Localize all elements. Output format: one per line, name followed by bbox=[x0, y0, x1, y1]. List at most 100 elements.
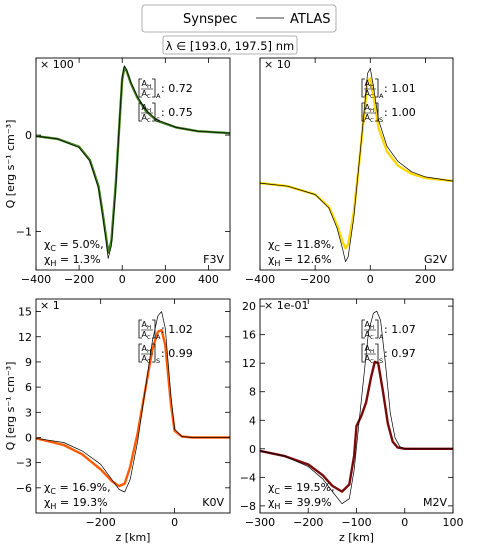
svg-text:A: A bbox=[142, 344, 148, 353]
svg-text:S: S bbox=[379, 116, 383, 124]
x-tick-label: −200 bbox=[300, 273, 330, 286]
svg-text:: 1.07: : 1.07 bbox=[384, 323, 416, 336]
svg-text:A: A bbox=[156, 333, 161, 341]
y-tick-label: 20 bbox=[242, 300, 256, 313]
plot-area bbox=[260, 299, 453, 513]
series-atlas-line bbox=[36, 65, 230, 259]
svg-text:: 1.02: : 1.02 bbox=[161, 323, 193, 336]
svg-text:: 1.01: : 1.01 bbox=[384, 82, 416, 95]
star-type-label: G2V bbox=[424, 253, 448, 266]
y-tick-label: −1 bbox=[16, 225, 32, 238]
x-axis-label: z [km] bbox=[116, 531, 151, 544]
series-atlas-line bbox=[36, 311, 230, 493]
svg-text:: 0.72: : 0.72 bbox=[161, 82, 193, 95]
y-tick-label: 0 bbox=[25, 129, 32, 142]
svg-text:S: S bbox=[156, 357, 160, 365]
ratio-a-label: A HA C A: 1.01 bbox=[361, 78, 416, 100]
y-tick-label: −8 bbox=[240, 500, 256, 513]
y-tick-label: 15 bbox=[18, 306, 32, 319]
ratio-s-label: A HA C S: 0.99 bbox=[138, 343, 193, 365]
svg-text:: 0.75: : 0.75 bbox=[161, 106, 193, 119]
ratio-a-label: A HA C A: 0.72 bbox=[138, 78, 193, 100]
svg-text:H: H bbox=[147, 325, 151, 331]
plot-frame bbox=[259, 57, 454, 271]
y-tick-label: 8 bbox=[249, 386, 256, 399]
svg-text:A: A bbox=[379, 92, 384, 100]
svg-text:A: A bbox=[365, 113, 371, 122]
svg-text:A: A bbox=[142, 320, 148, 329]
ratio-s-label: A HA C S: 0.75 bbox=[138, 102, 193, 124]
chi-h-label: χH = 1.3% bbox=[44, 253, 101, 268]
y-tick-label: 16 bbox=[242, 329, 256, 342]
star-type-label: M2V bbox=[423, 496, 447, 509]
ratio-a-label: A HA C A: 1.07 bbox=[361, 319, 416, 341]
svg-text:A: A bbox=[365, 320, 371, 329]
svg-text:H: H bbox=[147, 84, 151, 90]
svg-text:A: A bbox=[365, 330, 371, 339]
wavelength-label: λ ∈ [193.0, 197.5] nm bbox=[166, 39, 294, 53]
panel-g2v: −400 −200 0 200× 10A HA C A: 1.01A HA C S: 1.00χC… bbox=[245, 57, 454, 286]
plot-frame bbox=[35, 298, 231, 514]
svg-text:A: A bbox=[142, 79, 148, 88]
legend-synspec-label: Synspec bbox=[183, 12, 237, 27]
scale-label: × 10 bbox=[264, 58, 291, 71]
y-tick-label: 6 bbox=[25, 381, 32, 394]
svg-text:A: A bbox=[142, 354, 148, 363]
x-axis-label: z [km] bbox=[339, 531, 374, 544]
x-tick-label: 0 bbox=[401, 516, 408, 529]
x-tick-label: 200 bbox=[155, 273, 176, 286]
scale-label: × 1e-01 bbox=[264, 299, 308, 312]
ratio-s-label: A HA C S: 1.00 bbox=[361, 102, 416, 124]
plot-area bbox=[36, 58, 230, 270]
legend-atlas-label: ATLAS bbox=[290, 12, 331, 27]
svg-text:C: C bbox=[147, 94, 151, 100]
svg-text:C: C bbox=[147, 359, 151, 365]
x-tick-label: −400 bbox=[21, 273, 51, 286]
svg-text:: 0.99: : 0.99 bbox=[161, 347, 193, 360]
y-axis-label: Q [erg s⁻¹ cm⁻³] bbox=[4, 362, 17, 451]
chi-h-label: χH = 19.3% bbox=[44, 496, 108, 511]
y-tick-label: 4 bbox=[249, 414, 256, 427]
x-tick-label: 0 bbox=[367, 273, 374, 286]
svg-text:C: C bbox=[147, 118, 151, 124]
svg-text:A: A bbox=[142, 89, 148, 98]
star-type-label: F3V bbox=[203, 253, 224, 266]
svg-text:A: A bbox=[156, 92, 161, 100]
legend: Synspec ATLAS bbox=[141, 4, 337, 33]
plot-area bbox=[260, 58, 453, 270]
chi-h-label: χH = 12.6% bbox=[268, 253, 332, 268]
svg-text:A: A bbox=[142, 330, 148, 339]
x-tick-label: −200 bbox=[64, 273, 94, 286]
y-tick-label: 12 bbox=[18, 331, 32, 344]
svg-text:H: H bbox=[370, 349, 374, 355]
plot-frame bbox=[259, 298, 454, 514]
svg-text:H: H bbox=[370, 108, 374, 114]
svg-text:C: C bbox=[370, 94, 374, 100]
svg-text:: 0.97: : 0.97 bbox=[384, 347, 416, 360]
y-tick-label: −4 bbox=[240, 471, 256, 484]
svg-text:: 1.00: : 1.00 bbox=[384, 106, 416, 119]
svg-text:A: A bbox=[379, 333, 384, 341]
ratio-a-label: A HA C A: 1.02 bbox=[138, 319, 193, 341]
svg-text:H: H bbox=[147, 349, 151, 355]
svg-text:H: H bbox=[147, 108, 151, 114]
wavelength-box: λ ∈ [193.0, 197.5] nm bbox=[162, 35, 298, 55]
plot-frame bbox=[35, 57, 231, 271]
y-tick-label: 3 bbox=[25, 406, 32, 419]
star-type-label: K0V bbox=[202, 496, 224, 509]
y-tick-label: 0 bbox=[25, 431, 32, 444]
y-tick-label: −6 bbox=[16, 482, 32, 495]
svg-text:C: C bbox=[370, 118, 374, 124]
svg-text:S: S bbox=[379, 357, 383, 365]
svg-text:A: A bbox=[365, 344, 371, 353]
svg-text:A: A bbox=[365, 354, 371, 363]
x-tick-label: −200 bbox=[86, 516, 116, 529]
chi-c-label: χC = 16.9%, bbox=[44, 481, 111, 496]
scale-label: × 100 bbox=[40, 58, 74, 71]
svg-text:A: A bbox=[365, 89, 371, 98]
svg-text:C: C bbox=[147, 335, 151, 341]
x-tick-label: −100 bbox=[341, 516, 371, 529]
y-axis-label: Q [erg s⁻¹ cm⁻³] bbox=[4, 120, 17, 209]
svg-text:A: A bbox=[365, 79, 371, 88]
